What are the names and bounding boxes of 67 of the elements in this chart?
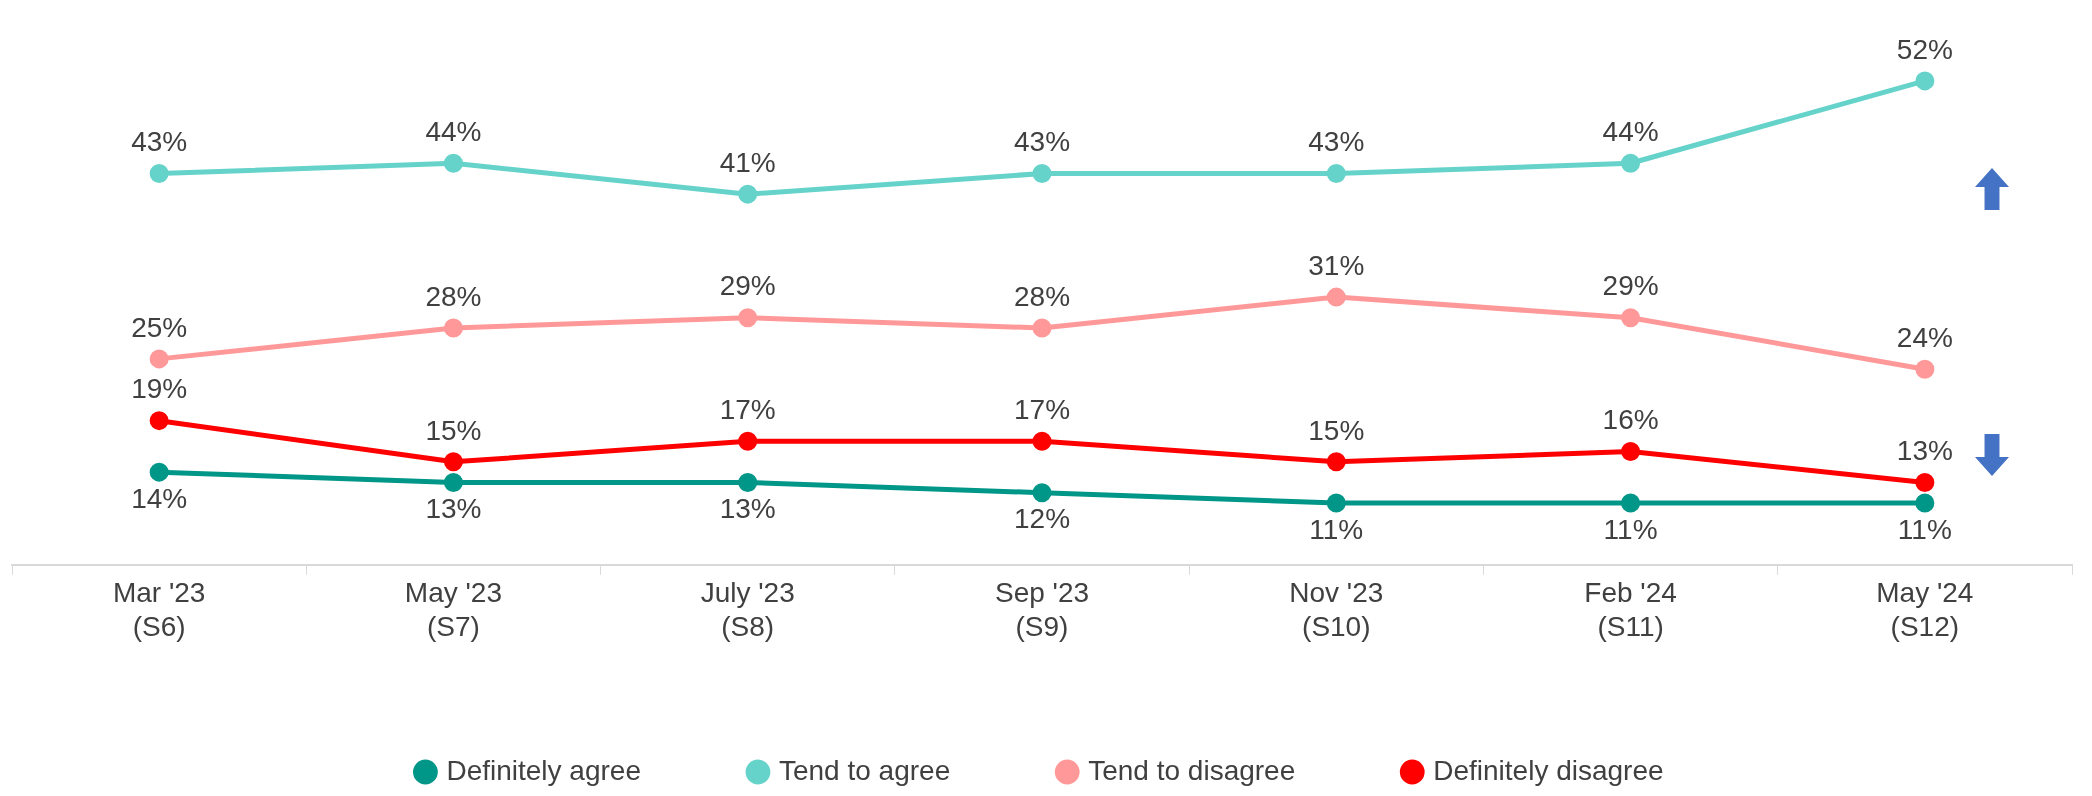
point xyxy=(1326,164,1346,184)
data-label: 43% xyxy=(1308,126,1365,158)
point xyxy=(443,153,463,173)
point xyxy=(1032,318,1052,338)
legend-label: Definitely agree xyxy=(446,754,641,786)
x-tick-label: Nov '23 (S10) xyxy=(1289,577,1384,642)
data-label: 17% xyxy=(1013,393,1071,425)
point xyxy=(738,431,758,451)
point xyxy=(443,452,463,472)
data-label: 44% xyxy=(425,115,482,147)
data-label: 12% xyxy=(1013,503,1071,535)
data-label: 29% xyxy=(1602,270,1659,302)
point xyxy=(1032,483,1052,503)
data-label: 43% xyxy=(131,126,188,158)
data-label: 13% xyxy=(425,493,482,525)
data-label: 11% xyxy=(1309,513,1364,545)
data-label: 13% xyxy=(719,493,776,525)
point xyxy=(443,472,463,492)
point xyxy=(149,462,169,482)
x-tick-label: Sep '23 (S9) xyxy=(994,577,1090,642)
point xyxy=(149,411,169,431)
point xyxy=(738,472,758,492)
point xyxy=(1915,472,1935,492)
data-label: 16% xyxy=(1602,404,1659,436)
x-tick-label: Mar '23 (S6) xyxy=(112,577,206,642)
point xyxy=(1915,493,1935,513)
point xyxy=(149,164,169,184)
point xyxy=(1326,287,1346,307)
data-label: 25% xyxy=(131,311,188,343)
point xyxy=(1621,308,1641,328)
point xyxy=(1621,493,1641,513)
point xyxy=(1621,153,1641,173)
data-label: 15% xyxy=(1308,414,1365,446)
point xyxy=(1032,164,1052,184)
point xyxy=(149,349,169,369)
data-label: 41% xyxy=(719,146,776,178)
data-label: 11% xyxy=(1603,513,1658,545)
point xyxy=(1621,442,1641,462)
point xyxy=(738,308,758,328)
data-label: 11% xyxy=(1897,513,1952,545)
data-label: 52% xyxy=(1896,33,1953,65)
data-label: 31% xyxy=(1308,249,1365,281)
data-label: 43% xyxy=(1013,126,1071,158)
data-label: 29% xyxy=(719,270,776,302)
x-tick-label: May '24 (S12) xyxy=(1876,577,1974,642)
x-tick-label: July '23 (S8) xyxy=(700,577,795,642)
legend-label: Tend to agree xyxy=(778,754,951,786)
data-label: 17% xyxy=(719,393,776,425)
point xyxy=(738,184,758,204)
data-label: 15% xyxy=(425,414,482,446)
point xyxy=(1326,452,1346,472)
data-label: 14% xyxy=(131,482,188,514)
point xyxy=(1915,359,1935,379)
data-label: 24% xyxy=(1896,321,1953,353)
data-label: 28% xyxy=(425,280,482,312)
data-label: 28% xyxy=(1013,280,1071,312)
point xyxy=(1326,493,1346,513)
point xyxy=(1032,431,1052,451)
legend-label: Tend to disagree xyxy=(1088,754,1296,786)
x-tick-label: May '23 (S7) xyxy=(404,577,503,642)
legend-label: Definitely disagree xyxy=(1433,754,1664,786)
point xyxy=(1915,71,1935,91)
data-label: 44% xyxy=(1602,115,1659,147)
data-label: 13% xyxy=(1896,435,1953,467)
x-tick-label: Feb '24 (S11) xyxy=(1584,577,1677,642)
data-label: 19% xyxy=(131,373,188,405)
point xyxy=(443,318,463,338)
